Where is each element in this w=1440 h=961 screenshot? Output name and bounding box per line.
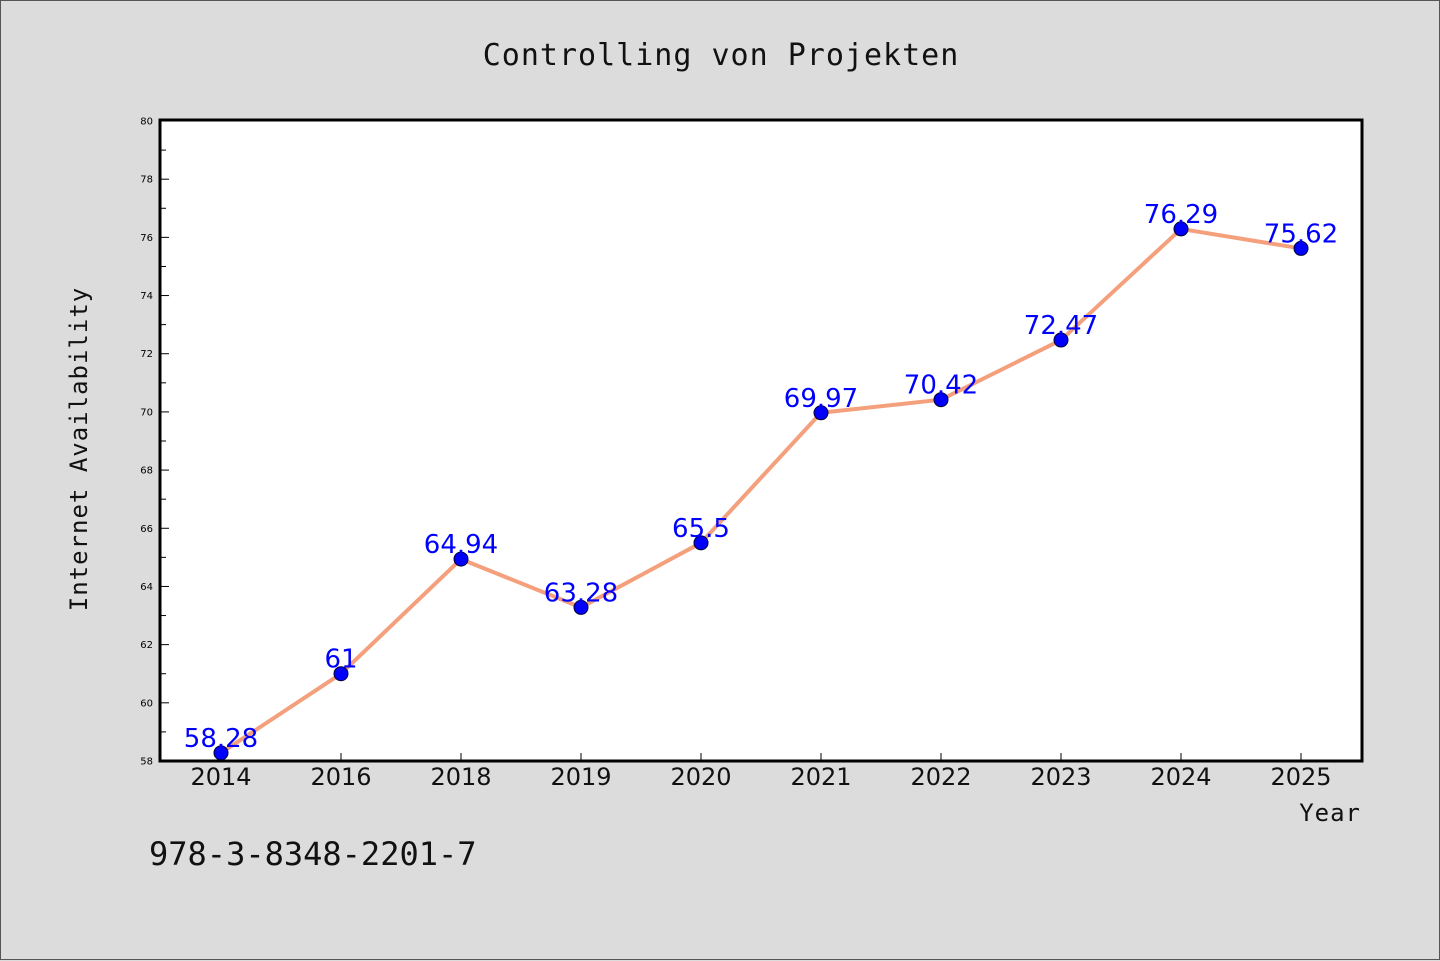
x-tick-label: 2016 bbox=[310, 763, 371, 791]
data-label: 72.47 bbox=[1024, 311, 1098, 341]
x-tick-label: 2023 bbox=[1030, 763, 1091, 791]
y-tick-label: 64 bbox=[140, 582, 153, 593]
x-tick-label: 2020 bbox=[670, 763, 731, 791]
y-tick-label: 66 bbox=[140, 524, 153, 535]
y-tick-label: 80 bbox=[140, 117, 153, 128]
y-tick-label: 60 bbox=[140, 698, 153, 709]
data-label: 61 bbox=[324, 645, 357, 675]
y-tick-label: 58 bbox=[140, 757, 153, 768]
data-point bbox=[1173, 221, 1189, 237]
y-axis: 58 60 62 64 66 68 70 72 74 76 78 80 bbox=[140, 117, 169, 768]
y-tick-label: 62 bbox=[140, 640, 153, 651]
x-tick-label: 2018 bbox=[430, 763, 491, 791]
data-label: 58.28 bbox=[184, 724, 258, 754]
data-point bbox=[813, 405, 829, 421]
footnote-text: 978-3-8348-2201-7 bbox=[149, 835, 477, 873]
data-label: 65.5 bbox=[672, 514, 730, 544]
x-tick-label: 2019 bbox=[550, 763, 611, 791]
x-tick-label: 2021 bbox=[790, 763, 851, 791]
data-point bbox=[1053, 332, 1069, 348]
data-point bbox=[333, 666, 349, 682]
y-tick-label: 78 bbox=[140, 175, 153, 186]
data-label: 69.97 bbox=[784, 384, 858, 414]
series-group: 58.28 61 64.94 63.28 65.5 69.97 70.42 72.47 76.2… bbox=[184, 200, 1338, 761]
data-label: 63.28 bbox=[544, 578, 618, 608]
data-label: 70.42 bbox=[904, 371, 978, 401]
data-point bbox=[693, 535, 709, 551]
x-tick-label: 2024 bbox=[1150, 763, 1211, 791]
data-point bbox=[213, 745, 229, 761]
x-axis-label: Year bbox=[1299, 799, 1361, 827]
data-label: 76.29 bbox=[1144, 200, 1218, 230]
data-point bbox=[573, 599, 589, 615]
series-line bbox=[219, 226, 1302, 755]
data-point bbox=[453, 551, 469, 567]
data-point bbox=[933, 392, 949, 408]
y-tick-label: 70 bbox=[140, 407, 153, 418]
y-tick-label: 68 bbox=[140, 466, 153, 477]
x-tick-label: 2014 bbox=[190, 763, 251, 791]
chart-title: Controlling von Projekten bbox=[483, 38, 960, 73]
y-tick-label: 74 bbox=[140, 291, 153, 302]
x-axis: 2014 2016 2018 2019 2020 2021 2022 2023 2024 2025 bbox=[190, 753, 1332, 791]
data-label: 64.94 bbox=[424, 530, 498, 560]
y-axis-label: Internet Availability bbox=[65, 287, 93, 611]
x-tick-label: 2022 bbox=[910, 763, 971, 791]
data-label: 75.62 bbox=[1264, 219, 1338, 249]
data-point bbox=[1293, 240, 1309, 256]
y-tick-label: 76 bbox=[140, 233, 153, 244]
y-tick-label: 72 bbox=[140, 349, 153, 360]
x-tick-label: 2025 bbox=[1270, 763, 1331, 791]
